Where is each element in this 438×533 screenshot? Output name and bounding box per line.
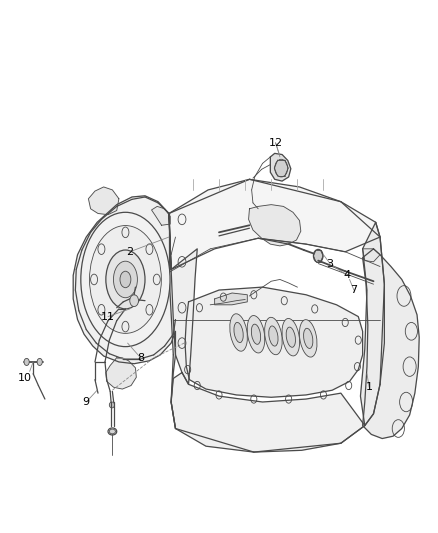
Ellipse shape [230, 314, 247, 351]
Ellipse shape [247, 316, 265, 353]
Text: 1: 1 [366, 382, 373, 392]
Text: 4: 4 [344, 270, 351, 280]
Text: 12: 12 [268, 138, 283, 148]
Ellipse shape [110, 402, 115, 408]
Polygon shape [152, 206, 170, 225]
Ellipse shape [269, 326, 278, 346]
Text: 2: 2 [126, 247, 133, 257]
Ellipse shape [234, 322, 243, 343]
Ellipse shape [251, 324, 261, 344]
Text: 10: 10 [18, 374, 32, 383]
Ellipse shape [265, 317, 282, 355]
Ellipse shape [314, 249, 323, 262]
Ellipse shape [89, 225, 161, 333]
Ellipse shape [106, 250, 145, 309]
Text: 3: 3 [326, 259, 333, 269]
Polygon shape [185, 287, 363, 397]
Ellipse shape [300, 320, 317, 357]
Text: 7: 7 [350, 285, 357, 295]
Polygon shape [106, 358, 136, 389]
Ellipse shape [113, 261, 138, 298]
Polygon shape [88, 187, 119, 215]
Polygon shape [171, 373, 365, 452]
Ellipse shape [130, 295, 138, 306]
Polygon shape [73, 196, 176, 429]
Ellipse shape [110, 429, 116, 434]
Ellipse shape [81, 212, 170, 346]
Ellipse shape [304, 328, 313, 349]
Polygon shape [169, 179, 380, 270]
Text: 8: 8 [137, 353, 144, 363]
Ellipse shape [282, 319, 300, 356]
Polygon shape [363, 249, 419, 439]
Ellipse shape [120, 271, 131, 288]
Polygon shape [215, 293, 247, 305]
Polygon shape [249, 205, 301, 246]
Ellipse shape [275, 159, 288, 177]
Polygon shape [360, 222, 385, 425]
Polygon shape [363, 249, 380, 262]
Polygon shape [169, 214, 197, 384]
Text: 11: 11 [101, 312, 115, 321]
Text: 9: 9 [83, 397, 90, 407]
Ellipse shape [24, 358, 29, 366]
Ellipse shape [286, 327, 296, 348]
Polygon shape [270, 154, 291, 181]
Ellipse shape [37, 358, 42, 366]
